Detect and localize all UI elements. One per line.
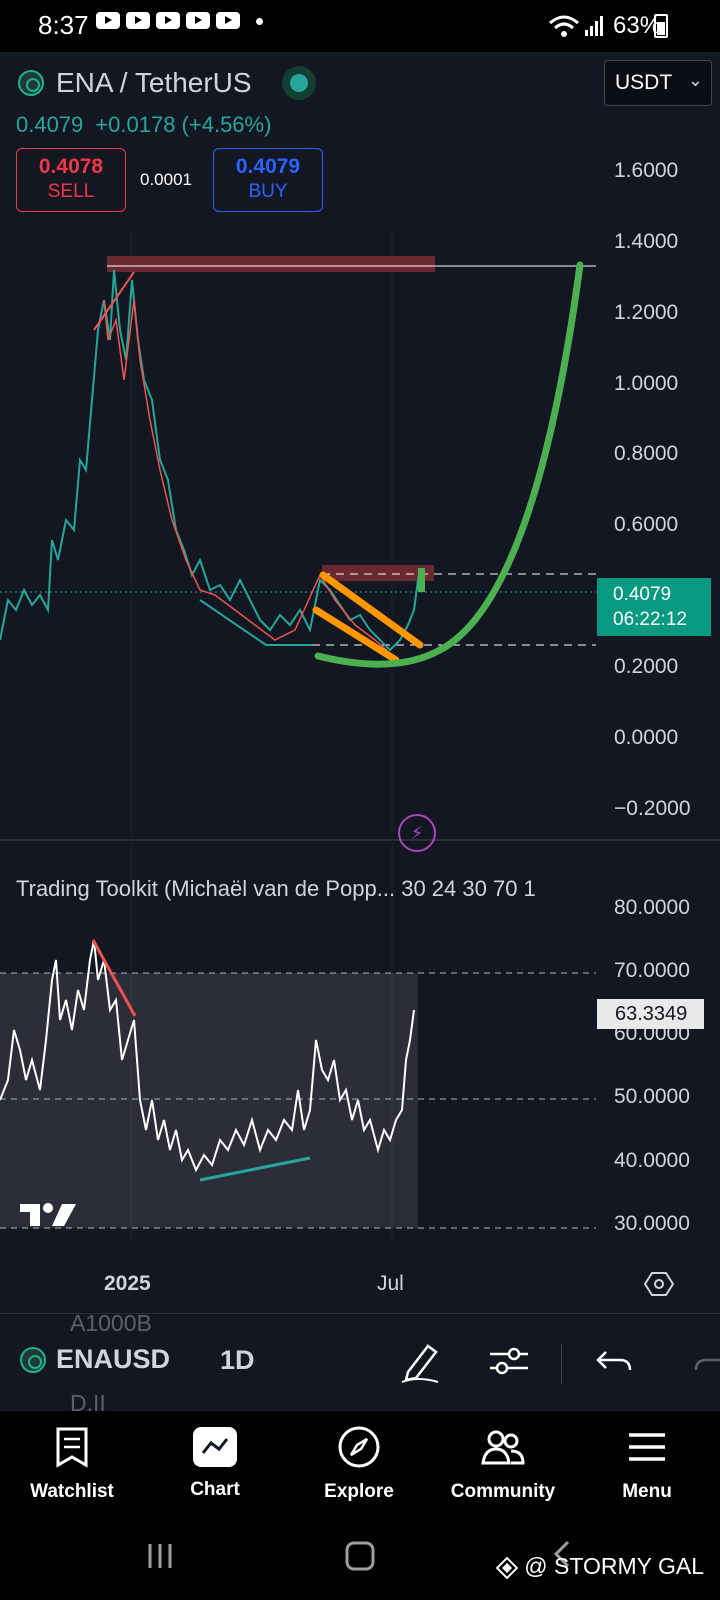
symbol-header[interactable]: ENA / TetherUS (18, 66, 316, 100)
symbol-selector[interactable]: ENAUSD (20, 1344, 170, 1375)
projection-curve (314, 261, 584, 668)
home-icon[interactable] (344, 1540, 376, 1572)
watermark: @ STORMY GAL (495, 1553, 704, 1580)
bar-countdown: 06:22:12 (613, 609, 687, 630)
currency-value: USDT (615, 71, 673, 94)
chevron-down-icon: ⌄ (687, 70, 703, 90)
youtube-icon (216, 12, 240, 29)
buy-button[interactable]: 0.4079 BUY (213, 148, 323, 212)
redo-icon[interactable] (690, 1338, 720, 1384)
nav-label: Community (450, 1481, 556, 1502)
wifi-icon (549, 15, 579, 37)
system-navigation (0, 1520, 720, 1600)
price-axis-label: 0.8000 (614, 442, 679, 465)
lightning-icon[interactable]: ⚡ (398, 814, 436, 852)
chart-line-icon (201, 1438, 229, 1454)
youtube-icon (156, 12, 180, 29)
price-axis-label: −0.2000 (614, 797, 691, 820)
price-axis-label: 0.2000 (614, 655, 679, 678)
ticker-ghost-prev: A1000B (70, 1310, 152, 1336)
back-icon[interactable] (550, 1538, 574, 1570)
youtube-icon (96, 12, 120, 29)
nav-label: Menu (622, 1481, 672, 1502)
chart-nav-icon (193, 1427, 237, 1467)
tradingview-logo-icon (20, 1203, 76, 1226)
ticker-name: ENAUSD (56, 1344, 171, 1374)
chart-settings-icon[interactable] (644, 1271, 674, 1297)
price-change: +0.0178 (+4.56%) (95, 112, 272, 137)
currency-select[interactable]: USDT ⌄ (604, 60, 712, 106)
symbol-title[interactable]: ENA / TetherUS (56, 67, 252, 98)
price-axis-label: 1.2000 (614, 301, 679, 324)
rsi-axis-label: 30.0000 (614, 1212, 690, 1235)
price-axis-label: 1.0000 (614, 372, 679, 395)
price-tag-value: 0.4079 (613, 584, 672, 605)
status-bar: 8:37 63% (0, 0, 720, 52)
battery-icon (654, 14, 668, 38)
nav-explore[interactable]: Explore (299, 1425, 419, 1503)
nav-chart[interactable]: Chart (155, 1425, 275, 1501)
time-axis-label: 2025 (104, 1272, 151, 1295)
watchlist-icon (56, 1427, 88, 1468)
hamburger-menu-icon (629, 1433, 665, 1461)
rsi-value-tag: 63.3349 (597, 999, 704, 1029)
price-axis-label: 0.6000 (614, 513, 679, 536)
bottom-navigation: Watchlist Chart Explore Community (0, 1411, 720, 1520)
channel-lower (312, 606, 400, 664)
spread-value: 0.0001 (140, 170, 192, 189)
indicators-sliders-icon[interactable] (486, 1338, 532, 1384)
time-axis-label: Jul (377, 1272, 404, 1295)
rsi-axis-label: 70.0000 (614, 959, 690, 982)
channel-upper (319, 571, 424, 649)
notification-icons (96, 12, 263, 29)
price-axis-label: 0.0000 (614, 726, 679, 749)
chart-toolbar: A1000B ENAUSD 1D D.II (0, 1310, 720, 1416)
recent-apps-icon[interactable] (144, 1540, 176, 1572)
watermark-text: @ STORMY GAL (524, 1553, 704, 1579)
rsi-axis-label: 50.0000 (614, 1085, 690, 1108)
nav-community[interactable]: Community (443, 1425, 563, 1503)
price-axis-label: 1.6000 (614, 159, 679, 182)
main-chart-canvas[interactable] (0, 52, 720, 1287)
watermark-logo-icon (495, 1556, 519, 1580)
sell-label: SELL (47, 181, 95, 202)
battery-percent: 63% (613, 12, 662, 39)
indicator-title[interactable]: Trading Toolkit (Michaël van de Popp... … (16, 876, 536, 901)
toolbar-divider (561, 1344, 562, 1384)
nav-menu[interactable]: Menu (587, 1425, 707, 1503)
nav-label: Chart (190, 1479, 240, 1500)
price-series (0, 269, 421, 652)
rsi-axis-label: 80.0000 (614, 896, 690, 919)
current-price-tag: 0.4079 06:22:12 (597, 578, 711, 636)
rsi-axis-label: 40.0000 (614, 1149, 690, 1172)
market-open-icon (281, 66, 316, 100)
youtube-icon (186, 12, 210, 29)
compass-icon (338, 1426, 380, 1468)
buy-price: 0.4079 (235, 155, 301, 178)
resistance-zone-top (107, 256, 435, 272)
more-notifications-icon (256, 18, 263, 25)
nav-label: Explore (324, 1481, 394, 1502)
resistance-zone-mid (322, 565, 434, 581)
status-time: 8:37 (38, 10, 89, 40)
signal-icon (585, 16, 603, 36)
interval-selector[interactable]: 1D (220, 1345, 255, 1375)
sell-button[interactable]: 0.4078 SELL (16, 148, 126, 212)
last-price: 0.4079 (16, 112, 84, 137)
price-axis-label: 1.4000 (614, 230, 679, 253)
undo-icon[interactable] (592, 1338, 638, 1384)
ena-coin-icon (20, 1346, 46, 1373)
youtube-icon (126, 12, 150, 29)
nav-watchlist[interactable]: Watchlist (12, 1425, 132, 1503)
sell-price: 0.4078 (38, 155, 104, 178)
drawing-pencil-icon[interactable] (398, 1338, 444, 1384)
tradingview-logo (18, 1198, 80, 1237)
price-summary: 0.4079 +0.0178 (+4.56%) (16, 112, 271, 138)
nav-label: Watchlist (30, 1481, 114, 1502)
price-series-down (103, 299, 393, 656)
buy-label: BUY (248, 181, 288, 202)
ena-coin-icon (18, 70, 44, 96)
community-icon (481, 1430, 525, 1465)
rsi-series (0, 939, 415, 1173)
